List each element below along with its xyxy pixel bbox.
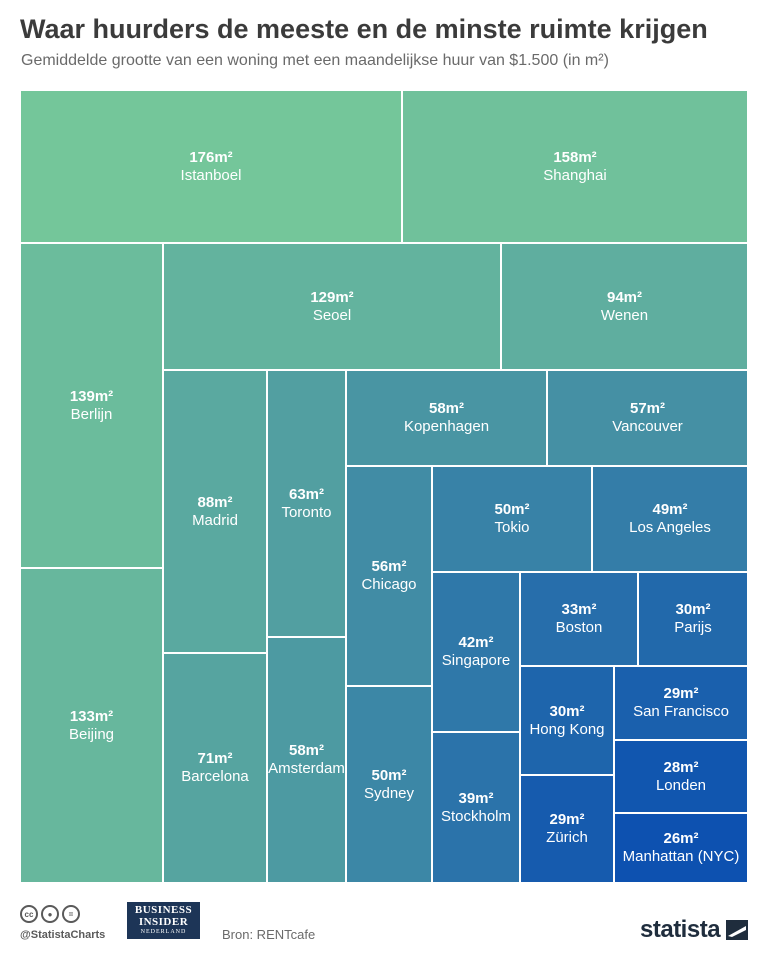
cell-label: Hong Kong [529, 720, 605, 738]
cell-value: 30m² [675, 601, 711, 618]
cell-label: San Francisco [633, 703, 729, 720]
cell-label: Stockholm [440, 807, 512, 825]
treemap-cell-madrid[interactable]: 88m² Madrid [163, 370, 267, 653]
cell-label: Vancouver [612, 418, 683, 435]
cell-label: Manhattan (NYC) [622, 848, 740, 865]
cell-value: 129m² [310, 288, 354, 306]
cell-label: Toronto [281, 503, 332, 521]
cell-label: Wenen [600, 306, 649, 324]
cell-label: Singapore [441, 652, 511, 669]
cell-label: Seoel [312, 306, 352, 324]
cell-label: Parijs [674, 619, 712, 636]
treemap-cell-manhattan-nyc[interactable]: 26m² Manhattan (NYC) [614, 813, 748, 883]
partner-line-1: BUSINESS [134, 904, 193, 916]
treemap-cell-vancouver[interactable]: 57m² Vancouver [547, 370, 748, 466]
treemap-cell-istanboel[interactable]: 176m² Istanboel [20, 90, 402, 243]
treemap-cell-singapore[interactable]: 42m² Singapore [432, 572, 520, 732]
chart-title: Waar huurders de meeste en de minste rui… [20, 14, 708, 44]
cell-value: 58m² [428, 400, 465, 417]
cell-label: Tokio [494, 519, 530, 536]
cell-value: 42m² [458, 634, 494, 651]
cell-value: 39m² [458, 789, 494, 807]
treemap-cell-londen[interactable]: 28m² Londen [614, 740, 748, 813]
cell-value: 50m² [494, 501, 530, 518]
cell-label: Madrid [192, 511, 238, 529]
cell-value: 33m² [561, 601, 597, 618]
cell-value: 71m² [197, 750, 233, 767]
cell-value: 30m² [549, 702, 585, 720]
cell-label: Barcelona [181, 768, 249, 785]
cell-label: Boston [555, 619, 603, 636]
chart-subtitle: Gemiddelde grootte van een woning met ee… [21, 52, 609, 69]
partner-line-2: INSIDER [138, 916, 189, 928]
treemap-cell-amsterdam[interactable]: 58m² Amsterdam [267, 637, 346, 883]
cell-label: Sydney [363, 784, 415, 802]
cell-label: Los Angeles [629, 519, 711, 536]
treemap-cell-toronto[interactable]: 63m² Toronto [267, 370, 346, 637]
statista-handle[interactable]: @StatistaCharts [20, 929, 106, 941]
cell-value: 26m² [663, 830, 699, 847]
cell-value: 158m² [553, 148, 597, 166]
source-label: Bron: RENTcafe [222, 927, 316, 942]
cell-value: 58m² [288, 742, 325, 759]
cell-label: Kopenhagen [403, 418, 490, 435]
treemap-cell-z-rich[interactable]: 29m² Zürich [520, 775, 614, 883]
treemap-cell-boston[interactable]: 33m² Boston [520, 572, 638, 666]
attribution-icon: ● [41, 905, 59, 923]
treemap-cell-beijing[interactable]: 133m² Beijing [20, 568, 163, 883]
cell-label: Beijing [68, 725, 115, 743]
cell-label: Chicago [361, 576, 417, 593]
cell-value: 176m² [189, 148, 233, 166]
cell-label: Berlijn [70, 405, 113, 423]
treemap-cell-parijs[interactable]: 30m² Parijs [638, 572, 748, 666]
treemap-cell-san-francisco[interactable]: 29m² San Francisco [614, 666, 748, 740]
cell-label: Londen [655, 776, 707, 794]
treemap-cell-chicago[interactable]: 56m² Chicago [346, 466, 432, 686]
treemap-cell-wenen[interactable]: 94m² Wenen [501, 243, 748, 370]
treemap-cell-tokio[interactable]: 50m² Tokio [432, 466, 592, 572]
treemap-cell-stockholm[interactable]: 39m² Stockholm [432, 732, 520, 883]
cell-label: Amsterdam [268, 760, 345, 777]
cell-label: Istanboel [180, 166, 242, 184]
cell-value: 88m² [197, 493, 233, 511]
cell-value: 133m² [69, 707, 114, 725]
treemap-cell-seoel[interactable]: 129m² Seoel [163, 243, 501, 370]
creative-commons-icons: cc ● = [20, 905, 80, 923]
cell-value: 50m² [371, 766, 407, 784]
cell-value: 57m² [629, 400, 666, 417]
treemap-cell-los-angeles[interactable]: 49m² Los Angeles [592, 466, 748, 572]
treemap-chart: 176m² Istanboel 158m² Shanghai 139m² Berlijn 1… [20, 90, 748, 883]
treemap-cell-berlijn[interactable]: 139m² Berlijn [20, 243, 163, 568]
treemap-cell-sydney[interactable]: 50m² Sydney [346, 686, 432, 883]
cell-value: 29m² [663, 685, 699, 702]
cc-icon: cc [20, 905, 38, 923]
cell-value: 56m² [371, 558, 407, 575]
partner-line-3: NEDERLAND [140, 929, 187, 935]
treemap-cell-shanghai[interactable]: 158m² Shanghai [402, 90, 748, 243]
cell-label: Shanghai [543, 166, 607, 184]
cell-value: 29m² [549, 811, 585, 828]
statista-logo[interactable]: statista [640, 916, 721, 943]
business-insider-logo[interactable]: BUSINESS INSIDER NEDERLAND [127, 902, 200, 939]
cell-value: 28m² [663, 758, 699, 776]
cell-value: 94m² [606, 288, 643, 306]
treemap-cell-kopenhagen[interactable]: 58m² Kopenhagen [346, 370, 547, 466]
no-derivatives-icon: = [62, 905, 80, 923]
statista-logo-icon [726, 920, 748, 940]
cell-value: 63m² [288, 485, 325, 503]
cell-value: 49m² [652, 501, 688, 518]
treemap-cell-barcelona[interactable]: 71m² Barcelona [163, 653, 267, 883]
cell-label: Zürich [546, 829, 588, 846]
treemap-cell-hong-kong[interactable]: 30m² Hong Kong [520, 666, 614, 775]
cell-value: 139m² [69, 387, 114, 405]
